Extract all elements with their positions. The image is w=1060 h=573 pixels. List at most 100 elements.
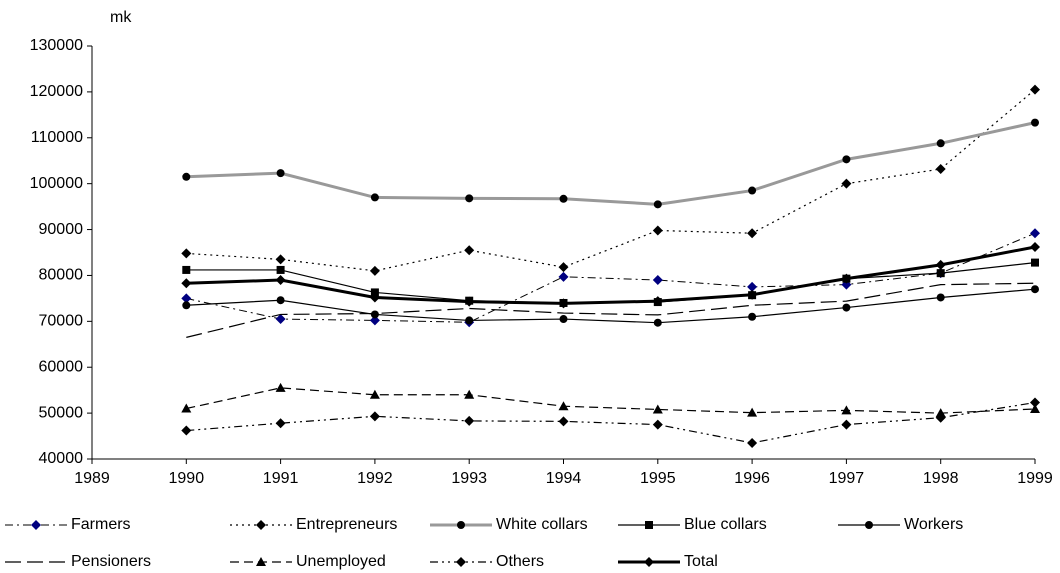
- series-line: [186, 288, 1036, 324]
- marker: [1030, 228, 1040, 239]
- marker: [653, 200, 662, 209]
- marker: [842, 155, 851, 164]
- marker: [652, 296, 663, 307]
- marker: [181, 403, 192, 413]
- marker: [841, 419, 852, 430]
- marker: [559, 315, 568, 324]
- marker: [1031, 285, 1039, 294]
- marker: [747, 281, 758, 292]
- marker: [275, 275, 286, 286]
- marker: [370, 310, 379, 319]
- y-tick-label: 120000: [30, 83, 83, 100]
- marker: [558, 271, 569, 282]
- marker: [748, 312, 757, 321]
- marker: [841, 178, 852, 189]
- legend-marker: [645, 521, 653, 529]
- marker: [935, 408, 946, 418]
- marker: [1031, 118, 1039, 127]
- x-tick-label: 1999: [1017, 470, 1053, 487]
- x-tick-label: 1995: [640, 470, 676, 487]
- y-axis-label: mk: [110, 9, 132, 26]
- legend-marker: [865, 521, 873, 529]
- marker: [181, 293, 192, 304]
- marker: [558, 401, 569, 411]
- marker: [841, 405, 852, 415]
- legend-marker: [31, 520, 41, 530]
- series-line: [186, 245, 1036, 305]
- series-line: [186, 401, 1036, 444]
- y-tick-label: 90000: [39, 221, 84, 238]
- marker: [1030, 84, 1040, 95]
- legend-label: Entrepreneurs: [296, 516, 397, 533]
- marker: [653, 318, 662, 327]
- marker: [464, 296, 475, 307]
- legend-marker: [457, 521, 465, 529]
- legend-label: Workers: [904, 516, 963, 533]
- marker: [747, 407, 758, 417]
- x-tick-label: 1996: [734, 470, 770, 487]
- x-tick-label: 1989: [74, 470, 110, 487]
- y-tick-label: 60000: [39, 358, 84, 375]
- marker: [652, 419, 663, 430]
- marker: [748, 186, 757, 195]
- y-tick-label: 130000: [30, 37, 83, 54]
- y-tick-label: 50000: [39, 404, 84, 421]
- series-line: [186, 387, 1036, 414]
- marker: [747, 437, 758, 448]
- marker: [841, 273, 852, 284]
- marker: [465, 316, 474, 325]
- marker: [275, 382, 286, 392]
- marker: [181, 278, 192, 289]
- legend-label: White collars: [496, 516, 588, 533]
- legend-label: Total: [684, 553, 718, 570]
- x-tick-label: 1992: [357, 470, 393, 487]
- marker: [464, 415, 475, 426]
- marker: [276, 265, 285, 274]
- marker: [559, 194, 568, 203]
- marker: [275, 314, 286, 325]
- marker: [275, 254, 286, 265]
- series-line: [186, 89, 1036, 272]
- marker: [842, 303, 851, 312]
- marker: [464, 389, 475, 399]
- legend-marker: [456, 557, 466, 567]
- marker: [1030, 403, 1040, 413]
- marker: [652, 275, 663, 286]
- series-line: [186, 282, 1036, 338]
- marker: [935, 259, 946, 270]
- marker: [369, 265, 380, 276]
- series-line: [186, 121, 1036, 206]
- marker: [370, 288, 379, 297]
- marker: [465, 194, 474, 203]
- marker: [558, 298, 569, 309]
- marker: [936, 139, 945, 148]
- marker: [558, 262, 569, 273]
- legend-marker: [644, 557, 654, 567]
- marker: [747, 289, 758, 300]
- marker: [464, 245, 475, 256]
- legend-label: Unemployed: [296, 553, 386, 570]
- legend-label: Blue collars: [684, 516, 767, 533]
- marker: [370, 193, 379, 202]
- x-tick-label: 1990: [169, 470, 205, 487]
- marker: [936, 293, 945, 302]
- marker: [935, 163, 946, 174]
- marker: [369, 411, 380, 422]
- marker: [276, 169, 285, 178]
- marker: [936, 269, 945, 278]
- marker: [1030, 397, 1040, 408]
- series-line: [186, 232, 1036, 323]
- x-tick-label: 1991: [263, 470, 299, 487]
- legend-marker: [256, 520, 266, 530]
- y-tick-label: 80000: [39, 267, 84, 284]
- marker: [369, 315, 380, 326]
- marker: [182, 172, 191, 181]
- y-tick-label: 40000: [39, 450, 84, 467]
- marker: [369, 389, 380, 399]
- marker: [181, 248, 192, 259]
- legend-label: Farmers: [71, 516, 131, 533]
- marker: [181, 425, 192, 436]
- marker: [275, 418, 286, 429]
- marker: [182, 265, 191, 274]
